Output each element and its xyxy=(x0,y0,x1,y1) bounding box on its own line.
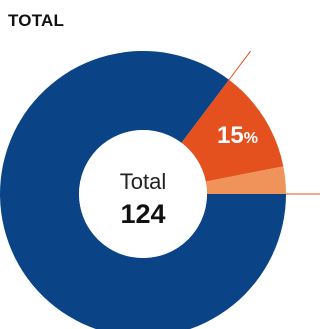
donut-slices xyxy=(0,51,286,329)
donut-slice xyxy=(0,51,286,329)
donut-slice xyxy=(181,79,284,182)
center-label: Total xyxy=(120,169,166,194)
donut-hole xyxy=(79,130,207,258)
leader-lines xyxy=(228,50,320,195)
leader-line xyxy=(228,50,251,81)
center-value: 124 xyxy=(120,199,165,229)
slice-percent-label: 15% xyxy=(217,122,258,149)
donut-slice xyxy=(205,166,286,194)
chart-title: TOTAL xyxy=(8,11,65,30)
